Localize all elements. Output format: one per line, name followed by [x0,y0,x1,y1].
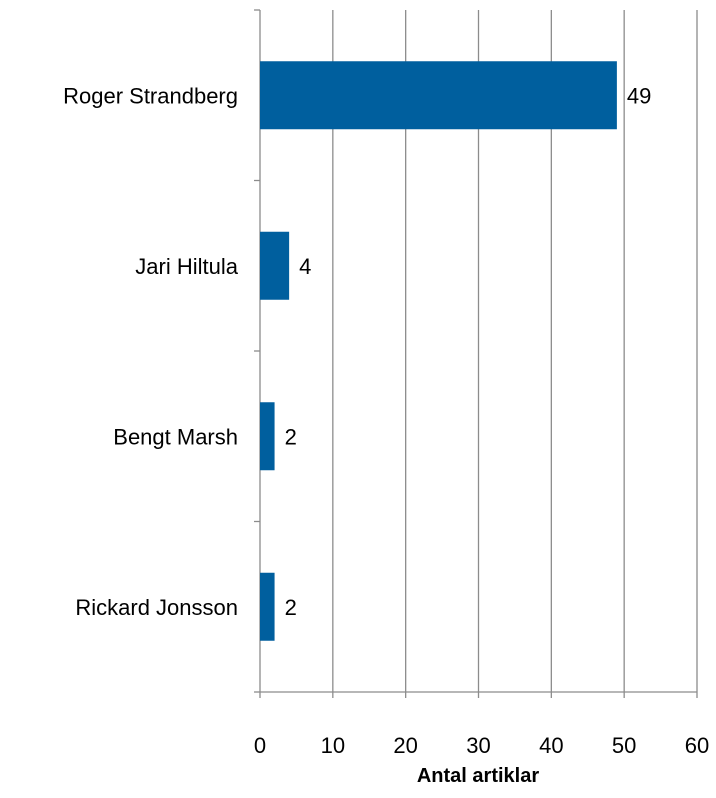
data-label: 2 [285,595,297,620]
x-axis-title: Antal artiklar [417,765,539,787]
category-label: Bengt Marsh [113,424,238,449]
x-tick-label: 40 [539,733,563,758]
category-label: Rickard Jonsson [75,595,238,620]
category-label: Jari Hiltula [135,254,238,279]
x-tick-label: 50 [612,733,636,758]
bar-0 [260,61,617,130]
labels: 0 10 20 30 40 50 60 Roger Strandberg 49 Jari Hilt… [63,83,709,758]
x-tick-label: 0 [254,733,266,758]
bar-3 [260,572,275,641]
data-label: 2 [285,424,297,449]
data-label: 4 [299,254,311,279]
bar-1 [260,231,290,300]
x-tick-label: 20 [393,733,417,758]
x-tick-label: 60 [685,733,709,758]
category-label: Roger Strandberg [63,83,238,108]
x-tick-label: 10 [321,733,345,758]
x-tick-label: 30 [466,733,490,758]
bar-2 [260,402,275,471]
bars [260,61,617,641]
data-label: 49 [627,83,651,108]
